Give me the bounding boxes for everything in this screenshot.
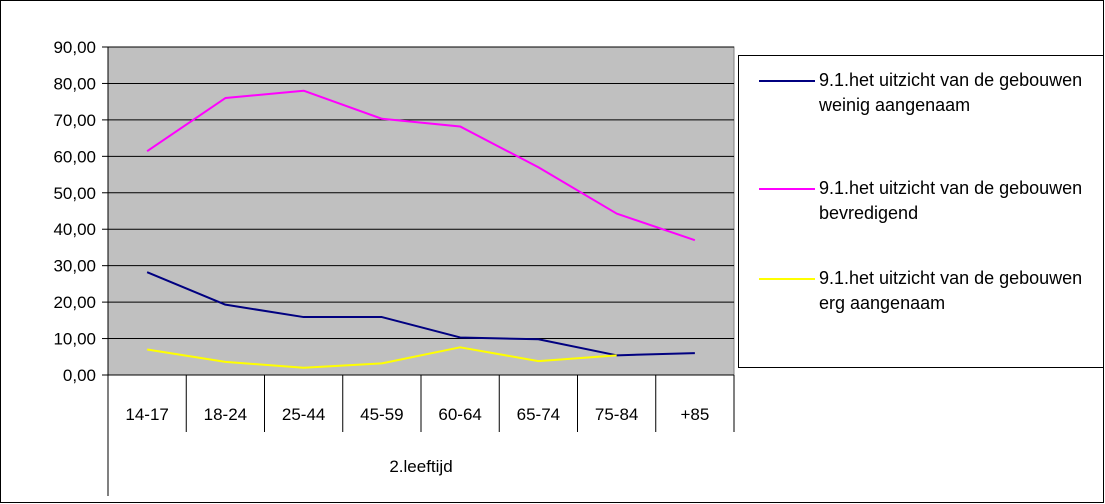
- y-tick-label: 0,00: [63, 366, 96, 385]
- y-tick-label: 20,00: [53, 293, 96, 312]
- x-tick-label: 25-44: [282, 405, 325, 424]
- x-tick-label: 60-64: [438, 405, 481, 424]
- legend: 9.1.het uitzicht van de gebouwen weinig …: [738, 55, 1104, 368]
- legend-label: 9.1.het uitzicht van de gebouwen erg aan…: [819, 268, 1083, 313]
- y-tick-label: 50,00: [53, 184, 96, 203]
- y-tick-label: 40,00: [53, 220, 96, 239]
- y-tick-label: 60,00: [53, 147, 96, 166]
- y-tick-label: 90,00: [53, 38, 96, 57]
- y-tick-label: 70,00: [53, 111, 96, 130]
- x-tick-label: +85: [680, 405, 709, 424]
- series-line-2: [146, 346, 617, 369]
- legend-label: 9.1.het uitzicht van de gebouwen weinig …: [819, 70, 1083, 115]
- series-line-0: [146, 271, 695, 357]
- series-line-1: [146, 89, 696, 242]
- y-tick-label: 80,00: [53, 74, 96, 93]
- y-tick-label: 30,00: [53, 257, 96, 276]
- legend-swatch: [759, 278, 815, 280]
- x-tick-label: 65-74: [517, 405, 560, 424]
- legend-swatch: [759, 80, 815, 82]
- x-tick-label: 14-17: [125, 405, 168, 424]
- legend-label: 9.1.het uitzicht van de gebouwen bevredi…: [819, 178, 1083, 223]
- x-tick-label: 75-84: [595, 405, 638, 424]
- x-tick-label: 18-24: [204, 405, 247, 424]
- legend-swatch: [759, 188, 815, 190]
- x-tick-label: 45-59: [360, 405, 403, 424]
- plot-area: [107, 46, 735, 376]
- y-tick-label: 10,00: [53, 330, 96, 349]
- x-axis-title: 2.leeftijd: [389, 457, 452, 476]
